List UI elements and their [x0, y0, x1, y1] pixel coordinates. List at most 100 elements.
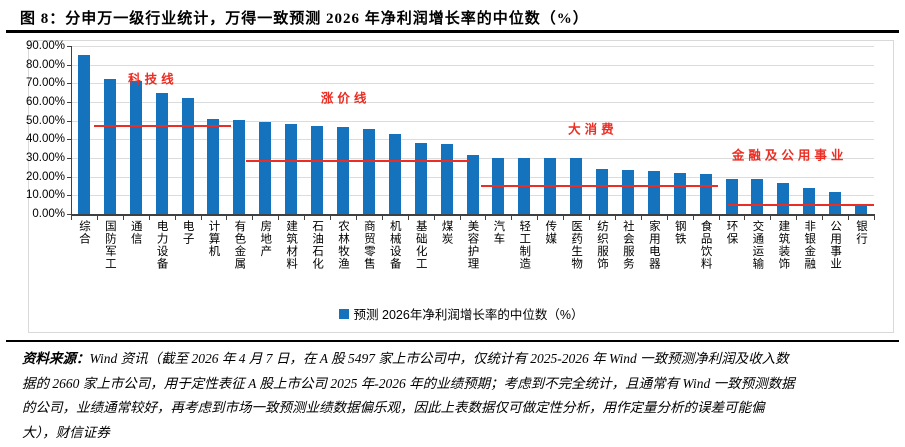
x-axis-label-电力设备: 电力设备	[155, 220, 168, 270]
annotation-line-2	[246, 159, 470, 162]
bar-电子	[181, 98, 194, 214]
x-axis-tick	[614, 216, 616, 220]
y-axis-tick-10	[67, 195, 71, 197]
x-axis-tick	[381, 216, 383, 220]
x-axis-tick	[589, 216, 591, 220]
x-axis-tick	[407, 216, 409, 220]
bar-建筑装饰	[777, 183, 790, 214]
gridline-50	[71, 120, 874, 122]
x-axis-label-环保: 环保	[725, 220, 738, 245]
legend-label: 预测 2026年净利润增长率的中位数（%）	[353, 308, 584, 322]
y-axis-label-20: 20.00%	[25, 170, 65, 183]
y-axis-tick-80	[67, 64, 71, 66]
x-axis-label-国防军工: 国防军工	[103, 220, 116, 270]
annotation-line-4	[727, 203, 874, 206]
source-note-line-1: 资料来源：Wind 资讯（截至 2026 年 4 月 7 日，在 A 股 549…	[22, 347, 890, 372]
x-axis-tick	[278, 216, 280, 220]
x-axis-tick	[744, 216, 746, 220]
chart-container: 0.00% 10.00% 20.00% 30.00% 40.00% 50.00% 60.00…	[26, 40, 894, 333]
x-axis-label-非银金融: 非银金融	[803, 220, 816, 270]
bar-chart-plot: 0.00% 10.00% 20.00% 30.00% 40.00% 50.00% 60.00…	[26, 40, 893, 332]
bar-银行	[855, 204, 868, 214]
x-axis-label-有色金属: 有色金属	[233, 220, 246, 270]
bar-农林牧渔	[336, 127, 349, 214]
x-axis-label-美容护理: 美容护理	[466, 220, 479, 270]
bar-公用事业	[829, 191, 842, 214]
x-axis-label-通信: 通信	[129, 220, 142, 245]
y-axis-tick-40	[67, 139, 71, 141]
x-axis-tick	[537, 216, 539, 220]
x-axis-label-汽车: 汽车	[492, 220, 505, 245]
x-axis	[71, 214, 875, 216]
y-axis-label-50: 50.00%	[25, 114, 65, 127]
x-axis-tick	[692, 216, 694, 220]
x-axis-tick	[796, 216, 798, 220]
bar-商贸零售	[362, 129, 375, 214]
bar-房地产	[259, 121, 272, 214]
bar-基础化工	[414, 143, 427, 214]
y-axis-label-30: 30.00%	[25, 152, 65, 164]
gridline-60	[71, 102, 874, 103]
x-axis-tick	[459, 216, 461, 220]
x-axis-label-计算机: 计算机	[207, 220, 220, 258]
x-axis-tick	[848, 216, 850, 220]
bar-计算机	[207, 118, 220, 214]
x-axis-label-医药生物: 医药生物	[570, 220, 583, 270]
annotation-line-3	[481, 185, 719, 188]
x-axis-label-综合: 综合	[77, 220, 90, 245]
annotation-label-3: 大消费	[568, 122, 618, 137]
x-axis-tick	[330, 216, 332, 220]
bar-机械设备	[388, 133, 401, 214]
bar-纺织服饰	[596, 169, 609, 214]
x-axis-label-公用事业: 公用事业	[829, 220, 842, 270]
y-axis-tick-20	[67, 176, 71, 178]
source-label: 资料来源：	[22, 351, 90, 366]
bar-钢铁	[673, 172, 686, 214]
bar-交通运输	[751, 179, 764, 214]
annotation-label-1: 科技线	[128, 72, 178, 87]
x-axis-tick	[718, 216, 720, 220]
x-axis-tick	[304, 216, 306, 220]
bar-石油石化	[311, 126, 324, 214]
x-axis-label-机械设备: 机械设备	[388, 220, 401, 270]
bar-电力设备	[155, 92, 168, 214]
source-note-line-3: 的公司，业绩通常较好，再考虑到市场一致预测业绩数据偏乐观，因此上表数据仅可做定性…	[22, 400, 765, 416]
x-axis-label-钢铁: 钢铁	[673, 220, 686, 245]
x-axis-label-交通运输: 交通运输	[751, 220, 764, 270]
y-axis-tick-0	[67, 214, 71, 215]
source-note: 资料来源：Wind 资讯（截至 2026 年 4 月 7 日，在 A 股 549…	[22, 347, 890, 445]
y-axis-tick-50	[67, 120, 71, 122]
annotation-line-1	[94, 124, 231, 127]
y-axis-label-70: 70.00%	[25, 77, 65, 90]
bar-通信	[129, 81, 142, 214]
y-axis-label-40: 40.00%	[25, 133, 65, 146]
y-axis-tick-30	[67, 158, 71, 159]
x-axis-tick	[96, 216, 98, 220]
x-axis-label-农林牧渔: 农林牧渔	[336, 220, 349, 270]
y-axis	[71, 46, 72, 214]
y-axis-tick-70	[67, 83, 71, 85]
y-axis-tick-60	[67, 102, 71, 103]
x-axis-tick	[355, 216, 357, 220]
x-axis-label-房地产: 房地产	[259, 220, 272, 258]
page-title: 图 8：分申万一级行业统计，万得一致预测 2026 年净利润增长率的中位数（%）	[20, 11, 589, 27]
x-axis-label-银行: 银行	[855, 220, 868, 245]
bar-有色金属	[233, 119, 246, 214]
x-axis-label-食品饮料: 食品饮料	[699, 220, 712, 270]
gridline-90	[71, 46, 874, 47]
annotation-label-4: 金融及公用事业	[731, 148, 848, 163]
x-axis-label-商贸零售: 商贸零售	[362, 220, 375, 270]
x-axis-tick	[640, 216, 642, 220]
bar-家用电器	[647, 171, 660, 214]
source-note-line-4: 大），财信证券	[22, 424, 110, 440]
bar-食品饮料	[699, 173, 712, 214]
x-axis-label-建筑材料: 建筑材料	[285, 220, 298, 270]
x-axis-label-传媒: 传媒	[544, 220, 557, 245]
x-axis-tick	[433, 216, 435, 220]
x-axis-tick	[252, 216, 254, 220]
x-axis-tick	[485, 216, 487, 220]
x-axis-label-建筑装饰: 建筑装饰	[777, 220, 790, 270]
x-axis-tick	[226, 216, 228, 220]
x-axis-label-石油石化: 石油石化	[311, 220, 324, 270]
x-axis-label-基础化工: 基础化工	[414, 220, 427, 270]
